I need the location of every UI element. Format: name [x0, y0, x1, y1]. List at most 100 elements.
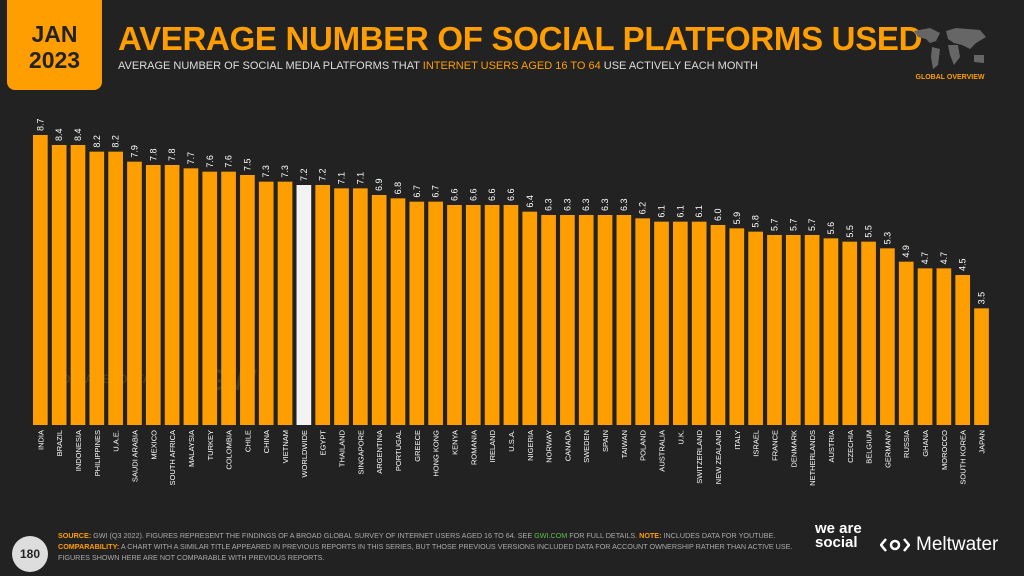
category-label: VIETNAM	[281, 430, 290, 463]
bar-ghana	[917, 268, 933, 425]
category-label: SWEDEN	[582, 430, 591, 463]
value-label: 6.7	[412, 185, 422, 198]
bar-philippines	[89, 151, 105, 425]
source-link[interactable]: GWI.COM	[534, 531, 568, 540]
bar-kenya	[447, 205, 462, 425]
value-label: 5.5	[845, 225, 855, 238]
bar-argentina	[371, 195, 387, 425]
note-text: INCLUDES DATA FOR YOUTUBE.	[661, 531, 776, 540]
value-label: 7.6	[205, 155, 215, 168]
value-label: 5.6	[826, 222, 836, 235]
category-label: AUSTRALIA	[658, 430, 667, 472]
category-label: NIGERIA	[526, 430, 535, 461]
category-label: CZECHIA	[846, 430, 855, 463]
value-label: 6.6	[468, 188, 478, 201]
category-label: COLOMBIA	[225, 430, 234, 470]
value-label: 8.2	[111, 135, 121, 148]
category-label: ROMANIA	[469, 430, 478, 465]
value-label: 5.3	[882, 232, 892, 245]
category-label: BELGIUM	[865, 430, 874, 464]
bar-belgium	[861, 241, 876, 425]
value-label: 6.6	[487, 188, 497, 201]
value-label: 7.7	[186, 152, 196, 165]
bar-thailand	[334, 188, 349, 425]
value-label: 6.3	[619, 198, 629, 211]
value-label: 6.0	[713, 208, 723, 221]
value-label: 6.3	[581, 198, 591, 211]
category-label: GHANA	[921, 430, 930, 457]
value-label: 8.4	[54, 128, 64, 141]
source-text-2: FOR FULL DETAILS.	[567, 531, 640, 540]
bar-sweden	[578, 215, 594, 425]
value-label: 7.1	[337, 172, 347, 185]
value-label: 7.6	[224, 155, 234, 168]
bar-saudi-arabia	[127, 161, 142, 425]
category-label: AUSTRIA	[827, 430, 836, 463]
bar-mexico	[145, 165, 161, 425]
bar-brazil	[51, 145, 67, 425]
bar-singapore	[353, 188, 368, 425]
bar-australia	[654, 221, 669, 425]
category-label: INDONESIA	[74, 430, 83, 471]
subtitle-post: USE ACTIVELY EACH MONTH	[600, 60, 758, 72]
value-label: 7.1	[355, 172, 365, 185]
category-label: INDIA	[36, 430, 45, 450]
value-label: 4.5	[958, 258, 968, 271]
comparability-text: A CHART WITH A SIMILAR TITLE APPEARED IN…	[58, 542, 793, 562]
value-label: 6.7	[431, 185, 441, 198]
category-label: SINGAPORE	[356, 430, 365, 475]
bar-india	[33, 135, 48, 425]
category-label: TURKEY	[206, 430, 215, 460]
bar-morocco	[936, 268, 952, 425]
value-label: 6.1	[675, 205, 685, 218]
bar-czechia	[842, 241, 858, 425]
value-label: 5.5	[864, 225, 874, 238]
category-label: DENMARK	[789, 430, 798, 468]
bar-u-s-a-	[503, 205, 519, 425]
value-label: 6.6	[449, 188, 459, 201]
bar-switzerland	[691, 221, 707, 425]
category-label: U.S.A.	[507, 430, 516, 452]
category-label: U.A.E.	[112, 430, 121, 452]
category-label: JAPAN	[978, 430, 987, 454]
bar-italy	[729, 228, 745, 425]
category-label: WORLDWIDE	[300, 430, 309, 478]
category-label: SOUTH AFRICA	[168, 430, 177, 485]
value-label: 6.3	[600, 198, 610, 211]
bar-south-korea	[955, 275, 971, 425]
bar-canada	[560, 215, 575, 425]
category-label: GERMANY	[883, 430, 892, 468]
value-label: 6.4	[525, 195, 535, 208]
category-label: PORTUGAL	[394, 430, 403, 471]
bar-south-africa	[164, 165, 180, 425]
category-label: SPAIN	[601, 430, 610, 452]
category-label: ITALY	[733, 430, 742, 450]
category-label: PHILIPPINES	[93, 430, 102, 476]
bar-nigeria	[522, 211, 538, 425]
bar-germany	[880, 248, 895, 425]
footer-notes: SOURCE: GWI (Q3 2022). FIGURES REPRESENT…	[58, 530, 818, 563]
category-label: KENYA	[450, 430, 459, 455]
value-label: 7.5	[242, 158, 252, 171]
value-label: 6.1	[694, 205, 704, 218]
category-label: CHINA	[262, 430, 271, 453]
value-label: 6.6	[506, 188, 516, 201]
bar-new-zealand	[710, 225, 726, 425]
value-label: 6.3	[562, 198, 572, 211]
value-label: 7.2	[318, 168, 328, 181]
value-label: 7.3	[261, 165, 271, 178]
value-label: 8.4	[73, 128, 83, 141]
category-label: NETHERLANDS	[808, 430, 817, 486]
bar-china	[258, 181, 274, 425]
bar-u-k-	[673, 221, 688, 425]
value-label: 7.8	[167, 148, 177, 161]
category-label: BRAZIL	[55, 430, 64, 456]
meltwater-logo: Meltwater	[880, 534, 998, 556]
bar-norway	[541, 215, 556, 425]
value-label: 7.9	[129, 145, 139, 158]
bar-egypt	[315, 185, 331, 425]
category-label: THAILAND	[338, 429, 347, 467]
category-label: U.K.	[676, 430, 685, 445]
value-label: 5.7	[788, 218, 798, 231]
value-label: 7.3	[280, 165, 290, 178]
